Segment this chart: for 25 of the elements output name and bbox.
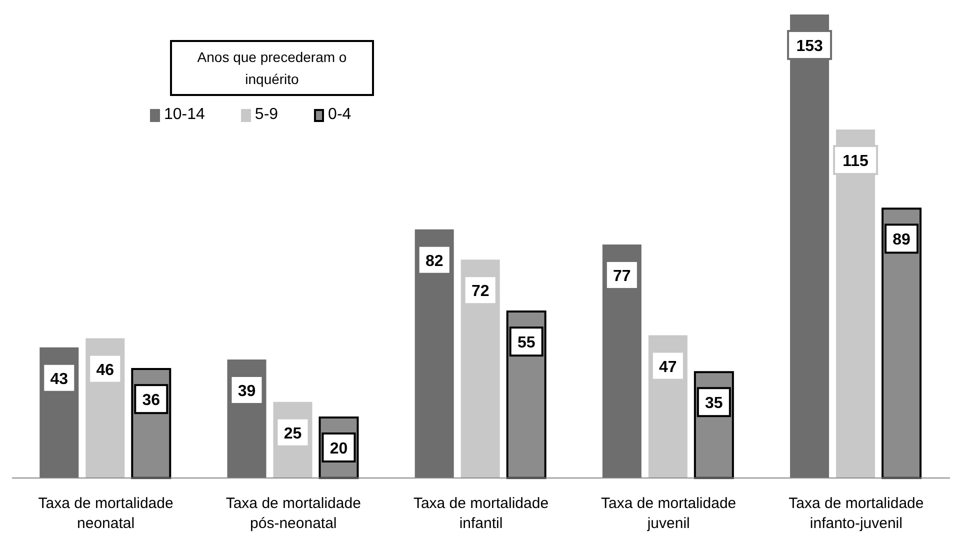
x-tick-label: Taxa de mortalidade infantil (413, 495, 549, 532)
bar (602, 244, 642, 478)
legend-label: 0-4 (328, 106, 352, 124)
legend-label: 10-14 (164, 106, 205, 124)
data-label: 89 (892, 232, 911, 249)
data-label: 39 (238, 382, 256, 400)
data-label: 153 (796, 38, 823, 55)
legend-title-frame: Anos que precederam o inquérito (170, 40, 374, 96)
data-label: 20 (330, 440, 348, 458)
x-tick-label: Taxa de mortalidade pós-neonatal (226, 495, 361, 532)
legend-label: 5-9 (254, 106, 278, 124)
data-label: 35 (705, 395, 723, 412)
data-label: 55 (517, 334, 536, 352)
data-label: 77 (613, 268, 631, 285)
x-tick-label: Taxa de mortalidade infanto-juvenil (788, 495, 924, 532)
data-label: 47 (659, 358, 677, 376)
data-label: 25 (284, 425, 302, 442)
x-tick-label: Taxa de mortalidade juvenil (601, 495, 736, 532)
data-label: 115 (842, 152, 869, 170)
data-label: 43 (50, 370, 68, 388)
data-label: 36 (142, 392, 160, 410)
x-tick-label: Taxa de mortalidade neonatal (38, 495, 174, 532)
data-label: 46 (96, 362, 114, 379)
data-label: 82 (425, 252, 444, 270)
data-label: 72 (471, 283, 490, 300)
